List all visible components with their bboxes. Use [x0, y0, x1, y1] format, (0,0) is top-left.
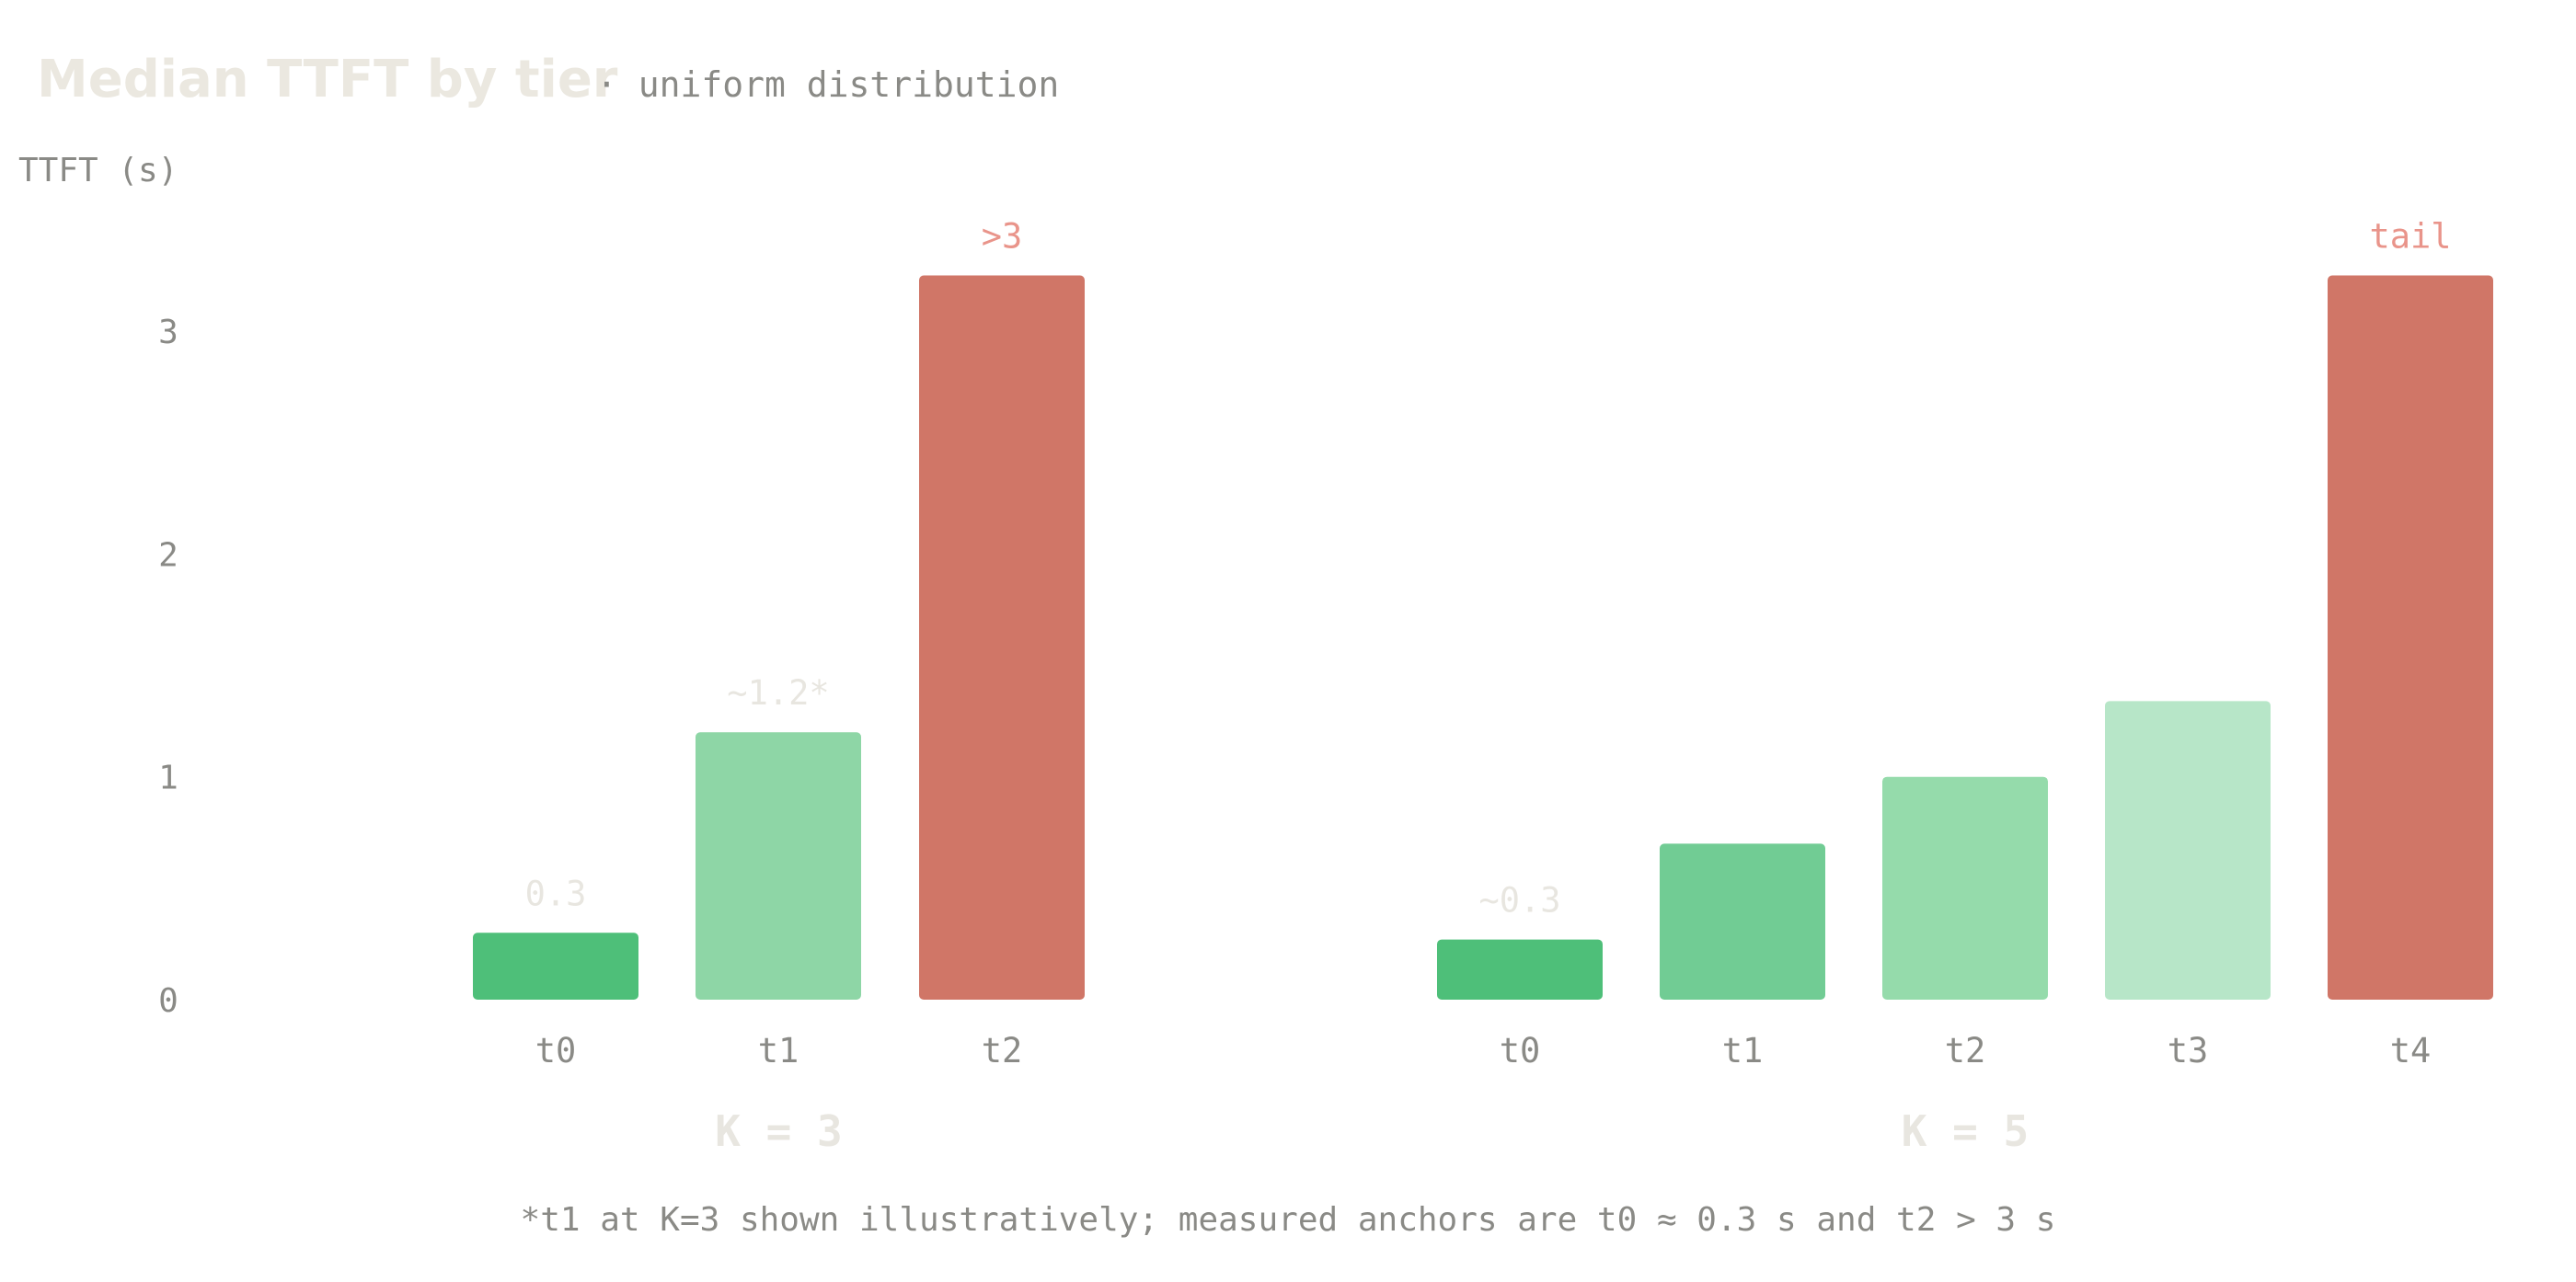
x-category-label: t4 [2390, 1031, 2432, 1070]
bar-value-label: tail [2369, 217, 2451, 257]
bar [2105, 701, 2271, 1000]
bar [919, 275, 1085, 1000]
bar-groups: 0.3 t0 ~1.2* t1 >3 t2 K = 3 ~0.3 t0 t1 t2 t3 tail t4 K… [473, 217, 2493, 1156]
bar-value-label: >3 [982, 217, 1023, 257]
chart-subtitle: · uniform distribution [596, 64, 1059, 105]
x-category-label: t0 [535, 1031, 577, 1070]
bar [696, 732, 861, 1000]
y-tick-label: 0 [158, 982, 178, 1020]
bar [1660, 843, 1825, 1000]
bar [1437, 939, 1603, 1000]
group-label: K = 5 [1902, 1106, 2029, 1156]
bar [2328, 275, 2493, 1000]
group-label: K = 3 [715, 1106, 842, 1156]
x-category-label: t0 [1500, 1031, 1541, 1070]
x-category-label: t2 [982, 1031, 1023, 1070]
y-axis-label: TTFT (s) [18, 152, 178, 189]
y-tick-label: 1 [158, 760, 178, 797]
bar-group: ~0.3 t0 t1 t2 t3 tail t4 K = 5 [1437, 217, 2493, 1156]
y-tick-label: 2 [158, 536, 178, 574]
x-category-label: t1 [1722, 1031, 1764, 1070]
bar [1882, 776, 2048, 1000]
bar-value-label: 0.3 [525, 874, 587, 913]
chart-title: Median TTFT by tier [37, 50, 618, 109]
x-category-label: t3 [2168, 1031, 2209, 1070]
y-tick-label: 3 [158, 314, 178, 351]
x-category-label: t2 [1945, 1031, 1986, 1070]
footnote: *t1 at K=3 shown illustratively; measure… [521, 1201, 2056, 1239]
bar-group: 0.3 t0 ~1.2* t1 >3 t2 K = 3 [473, 217, 1085, 1156]
bar-value-label: ~0.3 [1478, 881, 1560, 921]
y-axis-ticks: 0 1 2 3 [158, 314, 178, 1020]
bar [473, 933, 638, 1000]
bar-value-label: ~1.2* [727, 673, 829, 713]
x-category-label: t1 [758, 1031, 799, 1070]
